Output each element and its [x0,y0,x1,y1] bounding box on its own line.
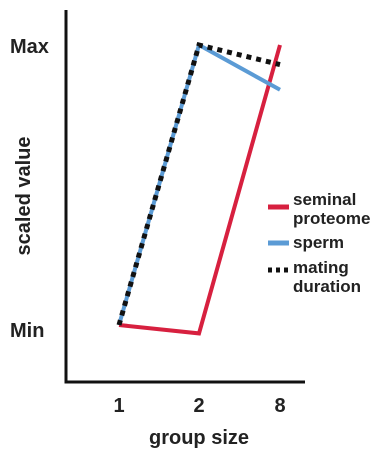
y-tick-label-max: Max [10,36,49,58]
series-line-mating-duration [116,42,281,326]
legend-label-proteome: proteome [293,209,370,228]
series-layer [116,42,282,336]
x-axis-title: group size [149,427,249,449]
series-line-seminal-proteome [118,44,282,336]
legend-label-duration: duration [293,277,361,296]
legend-label-seminal: seminal [293,190,356,209]
x-tick-label-2: 2 [193,395,204,417]
x-tick-label-8: 8 [274,395,285,417]
y-tick-label-min: Min [10,320,44,342]
y-axis-title: scaled value [13,137,35,256]
legend-label-sperm: sperm [293,233,344,252]
legend-label-mating: mating [293,258,349,277]
series-line-sperm [117,42,281,326]
legend: seminal proteome sperm mating duration [268,190,370,296]
x-tick-label-1: 1 [113,395,124,417]
